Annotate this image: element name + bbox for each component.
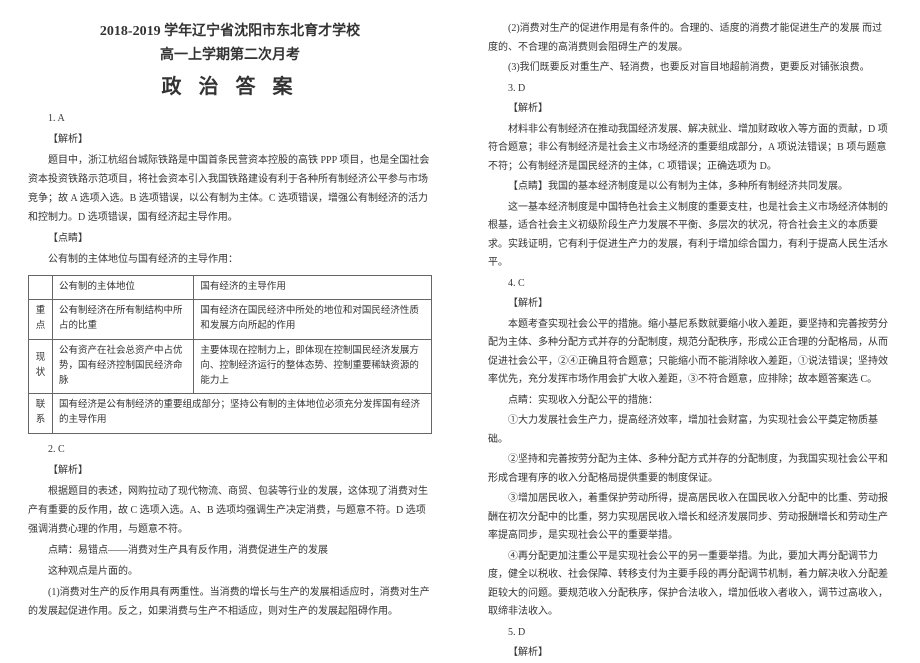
q4-body3: ①大力发展社会生产力，提高经济效率，增加社会财富，为实现社会公平奠定物质基础。 — [488, 412, 892, 449]
q3-body2: 这一基本经济制度是中国特色社会主义制度的重要支柱，也是社会主义市场经济体制的根基… — [488, 199, 892, 273]
q4-body5: ③增加居民收入，着重保护劳动所得，提高居民收入在国民收入分配中的比重、劳动报酬在… — [488, 490, 892, 546]
r1c2: 公有制经济在所有制结构中所占的比重 — [53, 300, 194, 339]
header-line2: 高一上学期第二次月考 — [28, 44, 432, 64]
r2c3: 主要体现在控制力上，即体现在控制国民经济发展方向、控制经济运行的整体态势、控制重… — [194, 339, 432, 394]
q2-number: 2. C — [28, 440, 432, 459]
q3-tip: 【点睛】我国的基本经济制度是以公有制为主体，多种所有制经济共同发展。 — [488, 178, 892, 197]
q4-number: 4. C — [488, 275, 892, 294]
header-line3: 政 治 答 案 — [28, 70, 432, 99]
r2c2: 公有资产在社会总资产中占优势，国有经济控制国民经济命脉 — [53, 339, 194, 394]
r3c2: 国有经济是公有制经济的重要组成部分；坚持公有制的主体地位必须充分发挥国有经济的主… — [53, 394, 432, 433]
q4-body4: ②坚持和完善按劳分配为主体、多种分配方式并存的分配制度，为我国实现社会公平和形成… — [488, 451, 892, 488]
q1-number: 1. A — [28, 109, 432, 128]
r1-label: 重点 — [29, 300, 53, 339]
q2-body4: (1)消费对生产的反作用具有两重性。当消费的增长与生产的发展相适应时，消费对生产… — [28, 583, 432, 621]
th-col1: 公有制的主体地位 — [53, 276, 194, 300]
q4-body2: 点睛：实现收入分配公平的措施： — [488, 392, 892, 411]
q1-analysis-tag: 【解析】 — [28, 130, 432, 149]
header-line1: 2018-2019 学年辽宁省沈阳市东北育才学校 — [28, 20, 432, 40]
p-r1: (2)消费对生产的促进作用是有条件的。合理的、适度的消费才能促进生产的发展 而过… — [488, 20, 892, 57]
q5-analysis-tag: 【解析】 — [488, 644, 892, 663]
q3-body1: 材料非公有制经济在推动我国经济发展、解决就业、增加财政收入等方面的贡献，D 项符… — [488, 121, 892, 177]
q2-body3: 这种观点是片面的。 — [28, 562, 432, 581]
q1-body1: 题目中，浙江杭绍台城际铁路是中国首条民营资本控股的高铁 PPP 项目，也是全国社… — [28, 151, 432, 227]
q2-analysis-tag: 【解析】 — [28, 461, 432, 480]
q5-number: 5. D — [488, 624, 892, 643]
th-col2: 国有经济的主导作用 — [194, 276, 432, 300]
q1-tip-tag: 【点睛】 — [28, 229, 432, 248]
r2-label: 现状 — [29, 339, 53, 394]
q4-body1: 本题考查实现社会公平的措施。缩小基尼系数就要缩小收入差距，要坚持和完善按劳分配为… — [488, 316, 892, 390]
r1c3: 国有经济在国民经济中所处的地位和对国民经济性质和发展方向所起的作用 — [194, 300, 432, 339]
q3-number: 3. D — [488, 80, 892, 99]
q3-analysis-tag: 【解析】 — [488, 100, 892, 119]
q1-body2: 公有制的主体地位与国有经济的主导作用： — [28, 250, 432, 269]
q4-body6: ④再分配更加注重公平是实现社会公平的另一重要举措。为此，要加大再分配调节力度，健… — [488, 548, 892, 622]
q2-body2: 点睛：易错点——消费对生产具有反作用，消费促进生产的发展 — [28, 541, 432, 560]
th-blank — [29, 276, 53, 300]
q2-body1: 根据题目的表述，网购拉动了现代物流、商贸、包装等行业的发展，这体现了消费对生产有… — [28, 482, 432, 539]
ownership-table: 公有制的主体地位 国有经济的主导作用 重点 公有制经济在所有制结构中所占的比重 … — [28, 275, 432, 434]
r3-label: 联系 — [29, 394, 53, 433]
q4-analysis-tag: 【解析】 — [488, 295, 892, 314]
p-r2: (3)我们既要反对重生产、轻消费，也要反对盲目地超前消费，更要反对铺张浪费。 — [488, 59, 892, 78]
